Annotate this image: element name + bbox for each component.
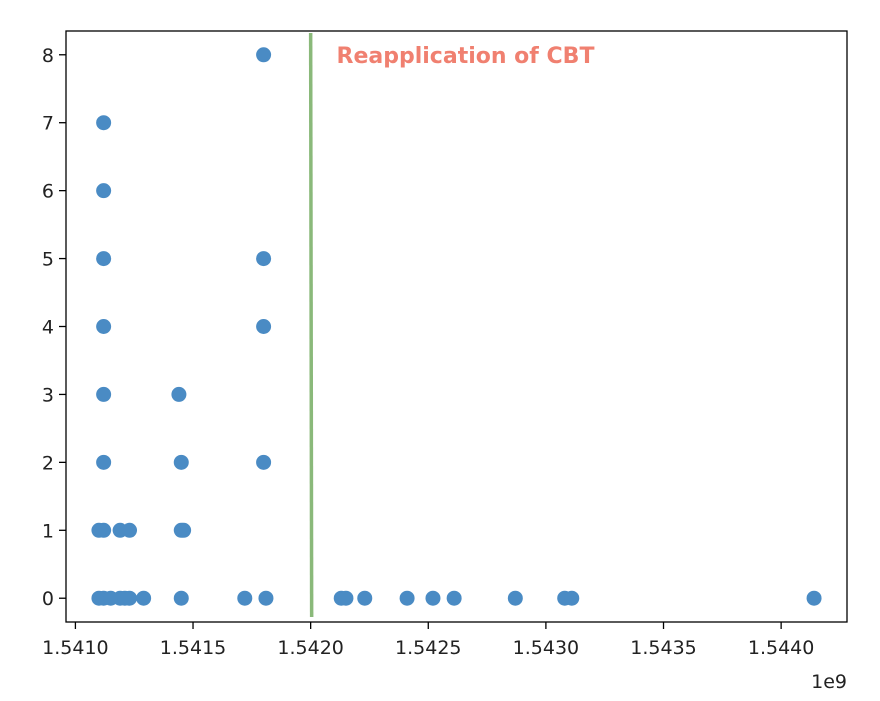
y-tick-label: 7 [42,113,54,135]
scatter-point [446,590,462,606]
scatter-point [425,590,441,606]
scatter-point [96,319,112,334]
x-tick-label: 1.5420 [277,637,343,659]
scatter-point [258,590,274,606]
scatter-point [173,454,189,470]
x-tick-label: 1.5425 [395,637,461,659]
scatter-point [256,251,272,267]
scatter-point [96,386,112,402]
scatter-point [96,251,112,267]
x-tick-label: 1.5440 [748,637,814,659]
scatter-point [256,454,272,470]
scatter-point [96,115,112,131]
plot-area: Reapplication of CBT [91,32,822,618]
scatter-point [173,590,189,606]
annotation-text: Reapplication of CBT [337,44,595,69]
scatter-point [399,590,415,606]
y-tick-label: 4 [42,317,54,339]
scatter-point [806,590,822,606]
scatter-point [96,183,112,199]
scatter-point [171,386,187,402]
scatter-point [357,590,373,606]
scatter-point [91,522,107,538]
vertical-line-marker [308,32,314,618]
scatter-point [256,47,272,63]
y-tick-label: 8 [42,45,54,67]
scatter-point [122,590,138,606]
scatter-point [96,454,112,470]
scatter-point [564,590,580,606]
x-offset-label: 1e9 [811,671,847,693]
scatter-point [237,590,253,606]
x-tick-label: 1.5435 [630,637,696,659]
scatter-point [507,590,523,606]
scatter-point [338,590,354,606]
scatter-point [122,522,138,538]
y-tick-label: 6 [42,181,54,203]
y-axis: 0 1 2 3 4 5 6 7 8 [42,45,66,610]
scatter-point [176,522,192,538]
scatter-point [256,319,272,334]
y-tick-label: 0 [42,588,54,610]
scatter-point [91,590,107,606]
x-axis: 1.5410 1.5415 1.5420 1.5425 1.5430 1.5435 1.54… [42,622,814,659]
y-tick-label: 3 [42,384,54,406]
y-tick-label: 5 [42,249,54,271]
y-tick-label: 2 [42,452,54,474]
y-tick-label: 1 [42,520,54,542]
x-tick-label: 1.5415 [160,637,226,659]
x-tick-label: 1.5410 [42,637,108,659]
x-tick-label: 1.5430 [513,637,579,659]
axes-frame [65,30,848,623]
scatter-point [136,590,152,606]
